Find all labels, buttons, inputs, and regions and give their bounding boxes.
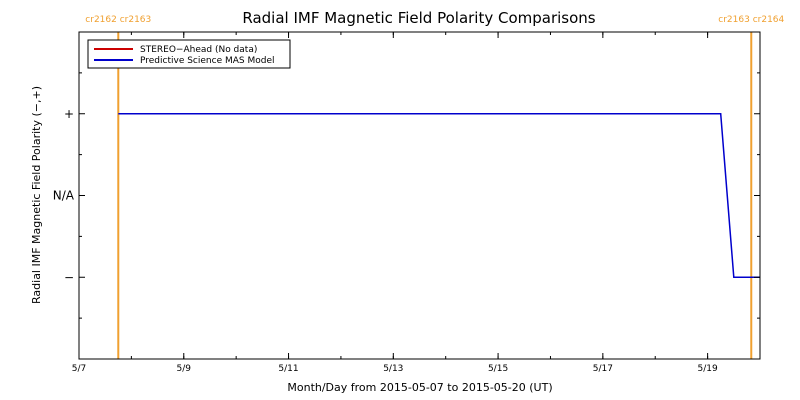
- x-tick-label: 5/17: [593, 364, 613, 374]
- x-tick-label: 5/11: [278, 364, 298, 374]
- legend-label: STEREO−Ahead (No data): [140, 45, 257, 55]
- y-axis-ticks: − N/A +: [53, 72, 760, 319]
- x-tick-label: 5/7: [72, 364, 86, 374]
- carrington-boundary-label: cr2162 cr2163: [85, 15, 151, 25]
- legend-box: [87, 39, 291, 69]
- x-tick-label: 5/13: [383, 364, 403, 374]
- y-tick-label: N/A: [53, 189, 75, 203]
- series-layer: [118, 113, 760, 279]
- y-axis-label: Radial IMF Magnetic Field Polarity (−,+): [30, 86, 43, 304]
- carrington-boundary-label: cr2163 cr2164: [718, 15, 784, 25]
- x-axis-label: Month/Day from 2015-05-07 to 2015-05-20 …: [287, 381, 552, 394]
- x-tick-label: 5/19: [698, 364, 718, 374]
- x-tick-label: 5/15: [488, 364, 508, 374]
- series-line: [118, 113, 760, 279]
- legend: STEREO−Ahead (No data)Predictive Science…: [87, 39, 291, 69]
- x-tick-label: 5/9: [177, 364, 192, 374]
- y-tick-label: +: [64, 107, 74, 121]
- x-axis-ticks: 5/7 5/9 5/11 5/13 5/15 5/17 5/19: [72, 32, 718, 374]
- chart-title: Radial IMF Magnetic Field Polarity Compa…: [242, 9, 595, 27]
- y-tick-label: −: [64, 270, 74, 284]
- carrington-boundaries: cr2162 cr2163 cr2163 cr2164: [85, 15, 785, 359]
- legend-label: Predictive Science MAS Model: [140, 56, 275, 66]
